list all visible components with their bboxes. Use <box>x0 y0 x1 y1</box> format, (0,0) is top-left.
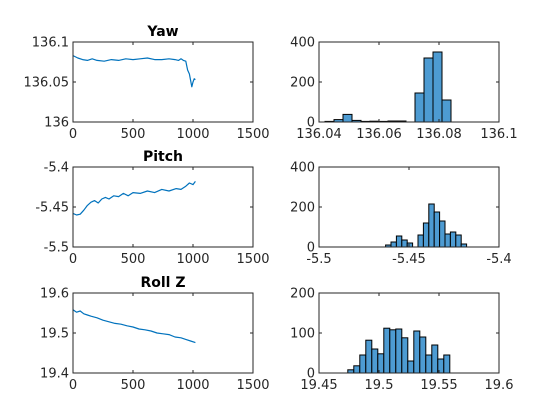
histogram-bar <box>417 234 424 248</box>
histogram-bar <box>443 354 451 374</box>
histogram-bar <box>449 231 457 248</box>
axes-2: 136.04 136.06 136.08 136.1 0 200 400 <box>290 36 517 143</box>
histogram-bar <box>428 203 435 248</box>
histogram-bar <box>419 336 427 374</box>
histogram-bar <box>359 354 367 374</box>
y-tick-label: 200 <box>290 287 315 302</box>
histogram-bar <box>389 329 397 374</box>
x-tick-label: 136.04 <box>296 127 342 142</box>
axes-3: 0 500 1000 1500 -5.5 -5.45 -5.4 Pitch <box>35 149 269 267</box>
y-tick-label: -5.5 <box>44 241 69 256</box>
chart-title: Pitch <box>143 149 183 165</box>
y-tick-label: 19.5 <box>40 327 69 342</box>
y-tick-label: -5.4 <box>44 161 69 176</box>
chart-title: Roll Z <box>140 275 185 291</box>
histogram-bar <box>441 99 452 123</box>
x-tick-label: 500 <box>121 378 146 393</box>
histogram-bar <box>371 348 379 374</box>
histogram-bar <box>413 330 421 374</box>
axes-frame <box>318 41 500 123</box>
series-line <box>72 55 196 88</box>
y-tick-label: 136.05 <box>24 76 70 91</box>
y-tick-label: 0 <box>307 116 315 131</box>
x-tick-label: 19.45 <box>300 378 337 393</box>
x-tick-label: 136.1 <box>480 127 517 142</box>
y-tick-label: 100 <box>290 327 315 342</box>
y-tick-label: 19.4 <box>40 367 69 382</box>
y-tick-label: 136 <box>44 116 69 131</box>
histogram-bar <box>433 211 441 248</box>
chart-title: Yaw <box>146 24 178 40</box>
histogram-bar <box>444 233 451 248</box>
x-tick-label: 500 <box>121 127 146 142</box>
axes-frame <box>72 166 254 248</box>
histogram-bar <box>390 241 397 248</box>
x-tick-label: 1000 <box>176 127 209 142</box>
y-tick-label: 136.1 <box>32 36 69 51</box>
histogram-bar <box>395 235 403 248</box>
histogram-bar <box>407 360 415 374</box>
x-tick-label: 136.08 <box>416 127 462 142</box>
histogram-bar <box>439 220 446 248</box>
x-tick-label: -5.4 <box>486 252 511 267</box>
axes-6: 19.45 19.5 19.55 19.6 0 100 200 <box>290 287 513 394</box>
axes-frame <box>72 41 254 123</box>
x-tick-label: 1500 <box>236 378 269 393</box>
y-tick-label: 200 <box>290 201 315 216</box>
histogram-bar <box>414 92 425 123</box>
x-tick-label: 1500 <box>236 127 269 142</box>
histogram-bar <box>342 113 353 123</box>
histogram-bar <box>423 57 434 123</box>
y-tick-label: 19.6 <box>40 287 69 302</box>
y-tick-label: 0 <box>307 367 315 382</box>
x-tick-label: -5.5 <box>306 252 331 267</box>
x-tick-label: 19.6 <box>485 378 514 393</box>
x-tick-label: 500 <box>121 252 146 267</box>
histogram-bar <box>365 339 373 374</box>
x-tick-label: 136.06 <box>356 127 402 142</box>
y-tick-label: 400 <box>290 36 315 51</box>
histogram-bar <box>406 242 414 248</box>
y-tick-label: 400 <box>290 161 315 176</box>
series-line <box>72 309 196 344</box>
histogram-bar <box>455 234 462 248</box>
histogram-bar <box>432 51 443 123</box>
histogram-bar <box>401 337 409 374</box>
x-tick-label: 1000 <box>176 252 209 267</box>
histogram-bar <box>422 222 430 248</box>
axes-5: 0 500 1000 1500 19.4 19.5 19.6 Roll Z <box>40 275 270 393</box>
histogram-bar <box>395 328 403 374</box>
histogram-bar <box>431 344 439 374</box>
x-tick-label: 1500 <box>236 252 269 267</box>
x-tick-label: -5.45 <box>392 252 426 267</box>
histogram-bar <box>401 239 408 248</box>
series-line <box>72 181 196 216</box>
histogram-bar <box>425 354 433 374</box>
x-tick-label: 0 <box>69 252 77 267</box>
x-tick-label: 0 <box>69 127 77 142</box>
x-tick-label: 19.55 <box>420 378 457 393</box>
x-tick-label: 19.5 <box>365 378 394 393</box>
axes-frame <box>318 292 500 374</box>
axes-frame <box>72 292 254 374</box>
y-tick-label: 200 <box>290 76 315 91</box>
x-tick-label: 0 <box>69 378 77 393</box>
histogram-bar <box>383 327 391 374</box>
histogram-bar <box>353 365 361 374</box>
axes-4: -5.5 -5.45 -5.4 0 200 400 <box>290 161 512 268</box>
axes-1: 0 500 1000 1500 136 136.05 136.1 Yaw <box>24 24 270 142</box>
y-tick-label: 0 <box>307 241 315 256</box>
x-tick-label: 1000 <box>176 378 209 393</box>
y-tick-label: -5.45 <box>35 201 69 216</box>
axes-frame <box>318 166 500 248</box>
